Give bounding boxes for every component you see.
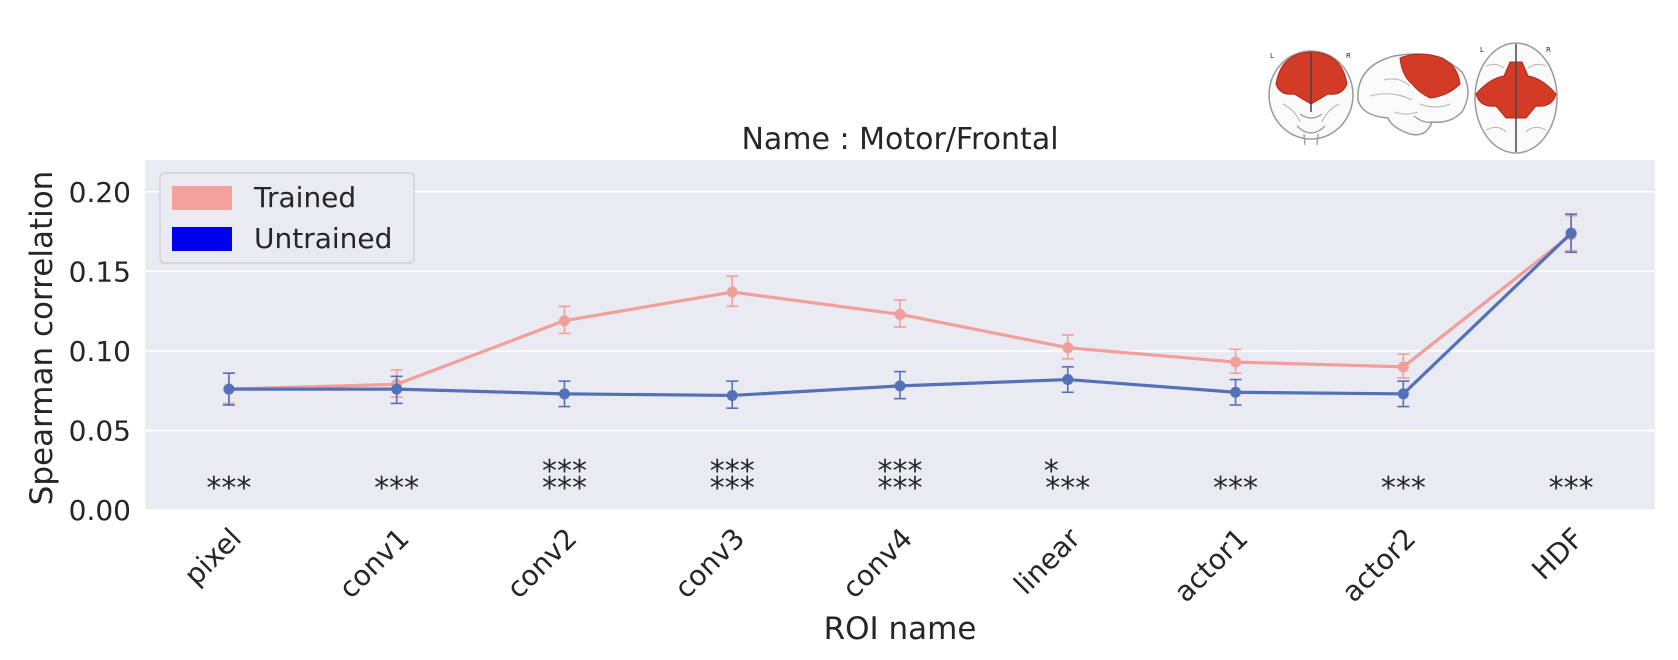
significance-mark-lower: *** bbox=[1213, 471, 1258, 506]
series-layer bbox=[222, 213, 1578, 409]
significance-annotations: *** *** ****** ****** ****** **** *** *** *** bbox=[206, 454, 1593, 506]
x-axis-label: ROI name bbox=[824, 611, 977, 647]
x-tick-labels: pixel conv1 conv2 conv3 conv4 linear actor1 act… bbox=[178, 521, 1590, 608]
data-point bbox=[1397, 361, 1409, 373]
x-tick-label: conv2 bbox=[500, 522, 583, 605]
x-tick-label: linear bbox=[1007, 521, 1087, 601]
significance-mark-lower: *** bbox=[1045, 471, 1090, 506]
x-tick-label: pixel bbox=[178, 522, 248, 592]
data-point bbox=[894, 308, 906, 320]
data-point bbox=[558, 388, 570, 400]
y-tick-label: 0.10 bbox=[69, 335, 131, 368]
significance-mark-lower: *** bbox=[710, 471, 755, 506]
y-axis-label: Spearman correlation bbox=[24, 171, 60, 506]
data-point bbox=[726, 389, 738, 401]
brain-sagittal-view bbox=[1357, 53, 1469, 136]
legend-label-untrained: Untrained bbox=[254, 222, 392, 255]
y-tick-labels: 0.00 0.05 0.10 0.15 0.20 bbox=[69, 176, 131, 527]
data-point bbox=[1062, 342, 1074, 354]
significance-mark-lower: *** bbox=[542, 471, 587, 506]
data-point bbox=[1397, 388, 1409, 400]
legend-swatch-trained bbox=[172, 186, 232, 210]
data-point bbox=[1565, 227, 1577, 239]
significance-mark-lower: *** bbox=[374, 471, 419, 506]
significance-mark-lower: *** bbox=[1381, 471, 1426, 506]
significance-mark-upper: *** bbox=[710, 454, 755, 489]
series-untrained bbox=[222, 213, 1578, 409]
x-tick-label: HDF bbox=[1525, 522, 1590, 587]
significance-mark-lower: *** bbox=[878, 471, 923, 506]
x-tick-label: conv3 bbox=[668, 522, 751, 605]
brain-glass-views-icon: L R L R bbox=[1268, 42, 1558, 154]
significance-mark-lower: *** bbox=[206, 471, 251, 506]
inset-left-label: L bbox=[1270, 52, 1274, 60]
x-tick-label: conv4 bbox=[836, 522, 919, 605]
brain-region-highlight bbox=[1399, 53, 1461, 99]
x-tick-label: actor2 bbox=[1335, 522, 1422, 609]
data-point bbox=[391, 383, 403, 395]
y-tick-label: 0.00 bbox=[69, 494, 131, 527]
inset-right-label: R bbox=[1346, 52, 1351, 60]
data-point bbox=[1062, 374, 1074, 386]
y-tick-label: 0.05 bbox=[69, 414, 131, 447]
inset-right-label-axial: R bbox=[1546, 46, 1551, 54]
inset-left-label-axial: L bbox=[1480, 46, 1484, 54]
x-tick-label: actor1 bbox=[1168, 522, 1255, 609]
gridlines bbox=[145, 191, 1655, 511]
brain-axial-view: L R bbox=[1474, 42, 1558, 154]
significance-mark-upper: *** bbox=[878, 454, 923, 489]
significance-mark-lower: *** bbox=[1549, 471, 1594, 506]
x-tick-label: conv1 bbox=[332, 522, 415, 605]
legend-swatch-untrained bbox=[172, 227, 232, 251]
data-point bbox=[726, 286, 738, 298]
significance-mark-upper: *** bbox=[542, 454, 587, 489]
significance-mark-upper: * bbox=[1044, 454, 1059, 489]
legend-label-trained: Trained bbox=[253, 181, 356, 214]
data-point bbox=[558, 315, 570, 327]
y-tick-label: 0.20 bbox=[69, 176, 131, 209]
data-point bbox=[894, 380, 906, 392]
data-point bbox=[1230, 356, 1242, 368]
data-point bbox=[223, 383, 235, 395]
chart-title: Name : Motor/Frontal bbox=[741, 122, 1058, 157]
data-point bbox=[1230, 386, 1242, 398]
legend: Trained Untrained bbox=[159, 172, 415, 264]
brain-coronal-view: L R bbox=[1268, 50, 1354, 146]
y-tick-label: 0.15 bbox=[69, 255, 131, 288]
